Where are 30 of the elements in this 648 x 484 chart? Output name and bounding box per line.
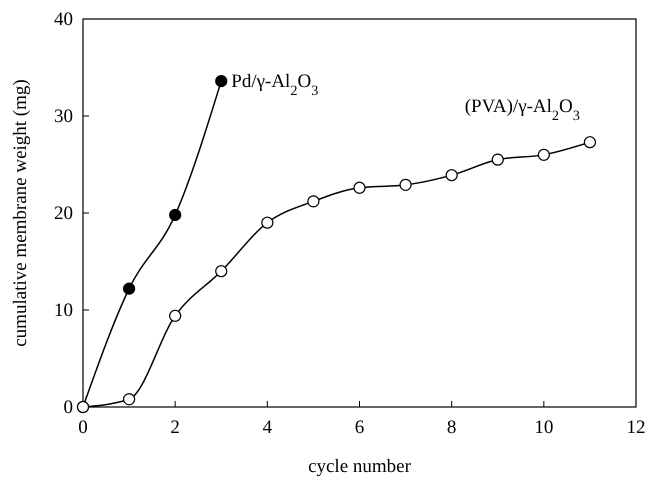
point [122,393,136,406]
point [353,182,366,194]
point [122,282,136,295]
x-tick-label: 10 [534,417,554,438]
x-tick-label: 12 [626,417,646,438]
series-label: Pd/γ-Al$_{2}$O$_{3}$ [231,71,318,100]
y-tick-label: 10 [54,300,73,321]
x-tick-label: 8 [446,417,456,438]
y-tick-label: 0 [64,397,73,418]
point [215,265,228,278]
x-tick-label: 6 [354,417,364,438]
y-tick-label: 30 [54,106,73,127]
x-tick-label: 4 [262,417,273,438]
y-tick-label: 20 [54,203,73,224]
point [169,310,182,322]
series-label: (PVA)/γ-Al$_{2}$O$_{3}$ [464,96,580,124]
y-tick-label: 40 [54,9,73,30]
point [169,208,182,222]
point [307,195,320,208]
point [261,216,274,229]
point [538,148,550,161]
x-tick-label: 2 [170,417,180,438]
point [446,169,458,182]
x-axis-title: cycle number [308,456,412,477]
point [492,154,504,166]
y-axis-title: cumulative membrane weight (mg) [10,79,31,347]
point [215,74,228,88]
x-tick-label: 0 [78,417,88,438]
point [584,136,596,148]
point [399,178,412,191]
